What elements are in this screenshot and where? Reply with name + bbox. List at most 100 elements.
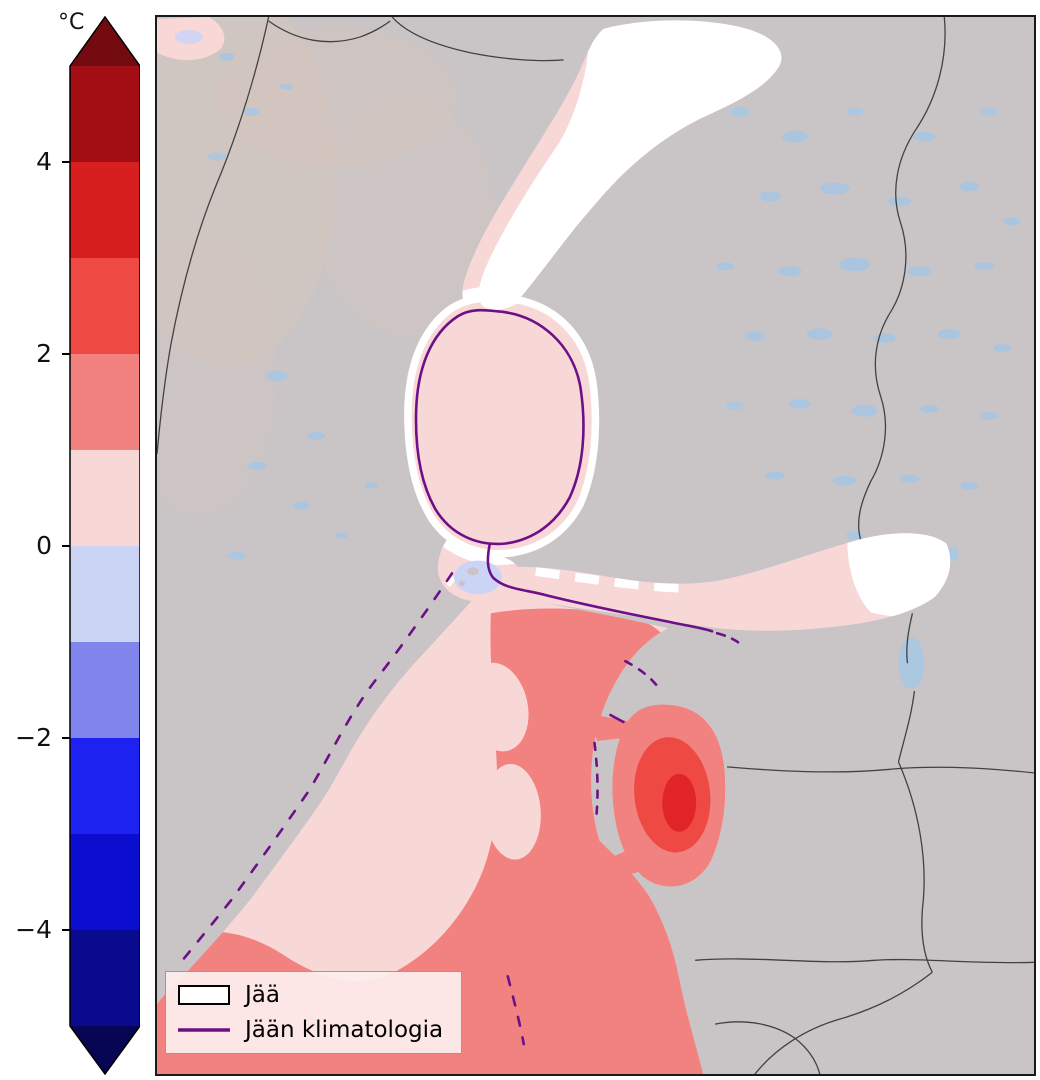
lake	[832, 475, 857, 486]
colorbar-segment	[70, 66, 140, 162]
contour-loop	[414, 308, 585, 546]
legend-label: Jää	[245, 982, 280, 1008]
lake	[899, 474, 920, 483]
lake	[980, 411, 999, 420]
contour-fragment	[506, 974, 526, 1046]
lake	[334, 532, 349, 539]
border-line	[157, 17, 270, 454]
border-line	[726, 766, 1034, 774]
lake	[937, 329, 962, 340]
lake	[819, 182, 850, 195]
terrain-blob	[316, 96, 496, 337]
lake	[227, 551, 246, 560]
border-line	[897, 761, 933, 973]
lake	[919, 404, 940, 413]
terrain-blob	[157, 17, 337, 366]
contour-fragment	[593, 741, 599, 817]
lake	[873, 333, 896, 344]
lake	[744, 331, 765, 342]
contour-fragment	[715, 631, 740, 644]
ice-coast-fringe	[535, 566, 688, 593]
atlantic-corner	[157, 17, 225, 61]
border-line	[754, 971, 933, 1074]
colorbar-outline	[69, 16, 140, 1076]
lake	[218, 52, 235, 61]
pale-anomaly-patches	[467, 662, 541, 860]
colorbar-tick-label: 0	[36, 531, 52, 560]
border-line	[906, 613, 914, 664]
lake	[974, 262, 995, 271]
border-line	[714, 1021, 821, 1074]
island	[458, 580, 465, 587]
terrain-blob	[157, 236, 277, 516]
colorbar-tick-label: 4	[36, 147, 52, 176]
border-line	[391, 17, 564, 62]
colorbar-arrow-bottom	[70, 1026, 140, 1074]
lake	[993, 344, 1012, 353]
border-line	[268, 20, 391, 43]
lake	[907, 266, 932, 277]
lake	[959, 181, 980, 192]
lake	[730, 106, 750, 117]
lake	[364, 482, 379, 489]
country-borders	[157, 17, 1034, 1074]
islands-layer	[458, 567, 662, 710]
terrain-blob	[216, 26, 456, 167]
lake	[851, 404, 878, 417]
lake	[265, 370, 288, 381]
island	[466, 567, 479, 576]
legend-item-climatology: Jään klimatologia	[178, 1017, 443, 1043]
colorbar-arrow-top	[70, 16, 140, 66]
contour-fragment	[609, 713, 625, 724]
colorbar-segment	[70, 738, 140, 834]
lake	[960, 481, 979, 490]
lake	[887, 196, 912, 207]
map-legend: Jää Jään klimatologia	[165, 971, 463, 1054]
colorbar-segment	[70, 546, 140, 642]
contour-fragment	[174, 572, 454, 970]
climatology-line-swatch	[178, 1028, 230, 1032]
lake	[898, 637, 925, 690]
terrain-shading	[157, 17, 496, 516]
lake	[716, 262, 735, 271]
lake	[777, 266, 802, 277]
border-line	[857, 17, 946, 540]
colorbar-segment	[70, 258, 140, 354]
lake	[1003, 217, 1022, 226]
lake	[845, 107, 864, 116]
ice-gulf-of-finland-east	[847, 531, 951, 618]
lakes-layer	[207, 52, 1022, 690]
colorbar-segment	[70, 642, 140, 738]
colorbar-segment	[70, 834, 140, 930]
colorbar-tickmarks	[62, 161, 70, 931]
lake	[781, 130, 808, 143]
contour-tail	[486, 542, 714, 633]
ice-climatology-contour	[174, 308, 740, 1046]
legend-item-ice: Jää	[178, 982, 443, 1008]
coastal-water-cold	[174, 29, 203, 44]
pale-patch	[467, 662, 529, 752]
border-line	[695, 958, 1034, 964]
map-panel: Jää Jään klimatologia	[155, 15, 1036, 1076]
lake	[246, 461, 267, 470]
lake	[243, 107, 260, 116]
lake	[913, 131, 936, 142]
colorbar-tick-label: −4	[15, 915, 52, 944]
lake	[307, 431, 326, 440]
border-line	[897, 691, 916, 763]
island	[623, 667, 662, 689]
baltic-map	[157, 17, 1034, 1074]
lake	[788, 398, 811, 409]
colorbar-segment	[70, 930, 140, 1026]
lake	[207, 152, 226, 161]
colorbar-tick-label: 2	[36, 339, 52, 368]
colorbar-segment	[70, 162, 140, 258]
strait	[605, 850, 648, 876]
colorbar-unit-label: °C	[58, 10, 85, 35]
lake	[806, 328, 833, 341]
colorbar-segment	[70, 354, 140, 450]
colorbar-segment	[70, 450, 140, 546]
lake	[764, 471, 785, 480]
legend-label: Jään klimatologia	[245, 1017, 444, 1043]
